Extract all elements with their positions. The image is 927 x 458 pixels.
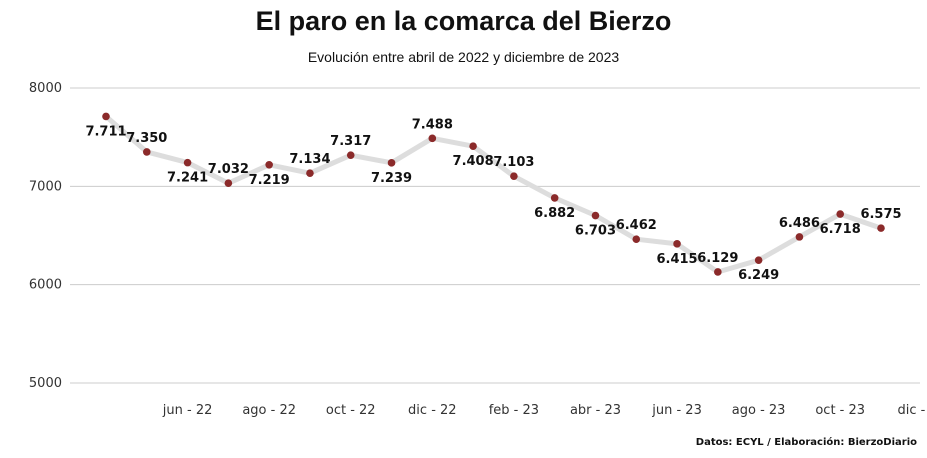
data-point [836,210,845,218]
data-point [306,169,314,177]
data-point [754,256,763,264]
data-source-note: Datos: ECYL / Elaboración: BierzoDiario [695,437,917,448]
x-tick-label: oct - 23 [815,403,865,418]
data-label: 7.408 [453,154,494,169]
data-point [387,159,396,167]
data-label: 7.241 [167,171,208,186]
data-point [795,233,804,241]
y-tick-label: 8000 [29,81,62,96]
data-point [346,151,355,159]
data-label: 7.219 [249,173,290,188]
x-tick-label: abr - 23 [570,403,621,418]
data-point [714,268,722,276]
y-tick-label: 6000 [29,278,62,293]
data-label: 7.711 [85,124,126,139]
data-label: 7.317 [330,134,371,149]
data-label: 6.415 [656,252,697,267]
data-label: 6.249 [738,268,779,283]
data-label: 6.703 [575,224,616,239]
x-tick-label: ago - 23 [732,403,786,418]
data-point [142,148,151,156]
data-point [224,179,233,187]
data-point [265,160,273,169]
y-tick-label: 5000 [29,376,62,391]
data-label: 6.575 [860,207,901,222]
x-tick-label: jun - 22 [162,403,213,418]
data-point [550,194,559,202]
data-point [877,224,885,232]
x-tick-label: ago - 22 [242,403,296,418]
data-point [428,134,437,143]
data-label: 6.718 [820,222,861,237]
x-tick-label: feb - 23 [489,403,539,418]
data-point [102,112,110,121]
data-point [591,211,600,220]
data-point [673,240,681,248]
data-label: 6.462 [616,218,657,233]
data-point [469,142,477,151]
data-point [183,158,192,167]
y-tick-label: 7000 [29,179,62,194]
data-label: 6.486 [779,216,820,231]
x-tick-label: oct - 22 [326,403,376,418]
series-line [103,113,884,275]
data-point [632,235,641,244]
chart-subtitle: Evolución entre abril de 2022 y diciembr… [307,49,620,65]
data-label: 6.129 [697,251,738,266]
x-tick-label: dic - 23 [898,403,927,418]
data-point [510,172,518,181]
data-label: 6.882 [534,206,575,221]
data-label: 7.488 [412,117,453,132]
data-label: 7.032 [208,162,249,177]
x-tick-label: jun - 23 [651,403,702,418]
data-label: 7.103 [493,155,534,170]
data-label: 7.350 [126,131,167,146]
x-tick-label: dic - 22 [408,403,457,418]
chart-title: El paro en la comarca del Bierzo [255,6,672,36]
data-label: 7.134 [289,152,330,167]
data-label: 7.239 [371,171,412,186]
